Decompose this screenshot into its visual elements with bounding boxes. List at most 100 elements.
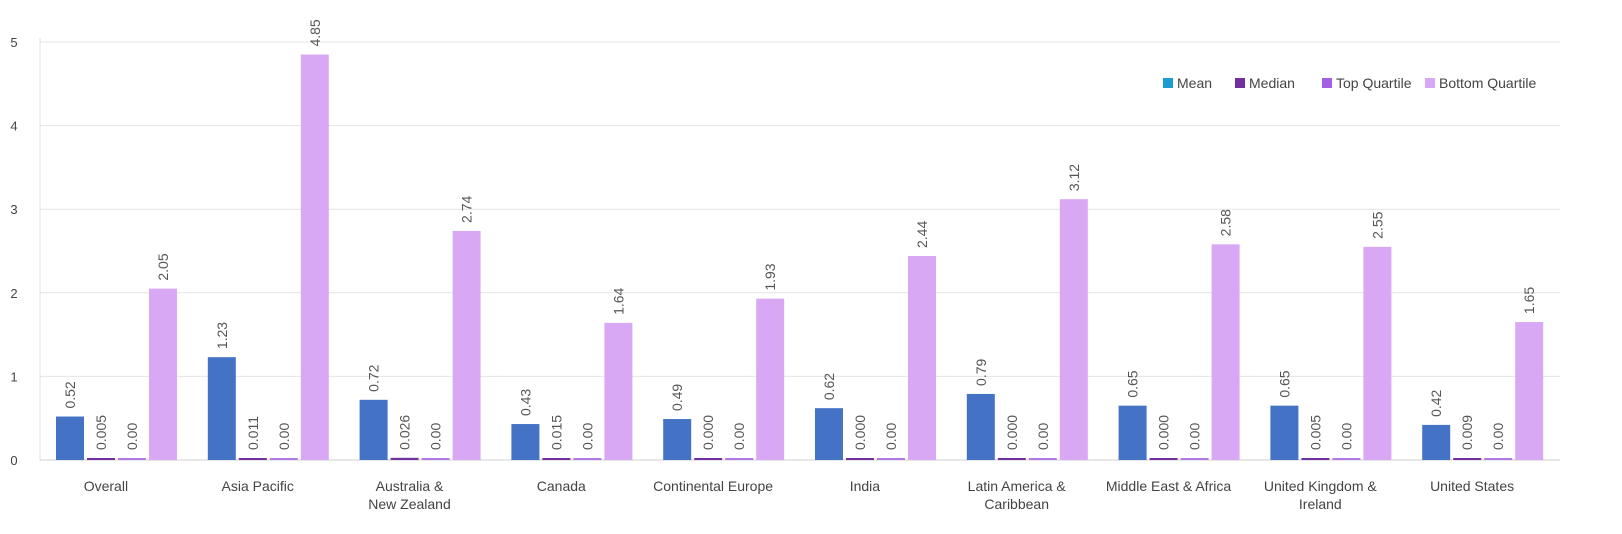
bar-bottom-quartile (1211, 244, 1240, 460)
data-label: 0.00 (883, 423, 899, 450)
bar-bottom-quartile (300, 54, 329, 460)
bar-top-quartile (269, 458, 298, 460)
legend-label: Mean (1177, 75, 1212, 91)
bar-bottom-quartile (149, 288, 177, 460)
bar-mean (207, 357, 236, 460)
data-label: 2.74 (459, 195, 475, 222)
legend-label: Median (1249, 75, 1295, 91)
x-category-label: United States (1430, 478, 1514, 494)
data-label: 0.000 (852, 415, 868, 450)
data-label: 0.000 (1156, 415, 1172, 450)
legend-item: Bottom Quartile (1425, 75, 1536, 91)
data-label: 0.026 (397, 415, 413, 450)
x-category-label: Overall (84, 478, 128, 494)
data-label: 0.00 (124, 423, 140, 450)
data-label: 0.00 (1490, 423, 1506, 450)
data-label: 2.44 (914, 221, 930, 248)
bar-top-quartile (1332, 458, 1361, 460)
bar-mean (815, 408, 843, 460)
data-label: 0.00 (276, 423, 292, 450)
legend-item: Mean (1163, 75, 1212, 91)
bar-top-quartile (1180, 458, 1209, 460)
y-tick-label: 0 (10, 453, 17, 468)
bar-median (238, 458, 267, 460)
data-label: 0.00 (731, 423, 747, 450)
data-label: 0.62 (821, 373, 837, 400)
data-label: 1.93 (762, 263, 778, 290)
data-label: 0.000 (1004, 415, 1020, 450)
bar-mean (1270, 405, 1299, 460)
bar-mean (359, 399, 388, 460)
data-label: 0.005 (93, 415, 109, 450)
data-label: 0.52 (62, 381, 78, 408)
bar-top-quartile (1028, 458, 1057, 460)
legend-label: Top Quartile (1336, 75, 1412, 91)
data-label: 0.79 (973, 358, 989, 385)
legend-label: Bottom Quartile (1439, 75, 1536, 91)
bar-top-quartile (877, 458, 905, 460)
x-category-label: Latin America & Caribbean (968, 478, 1067, 512)
data-label: 0.65 (1125, 370, 1141, 397)
bars (56, 54, 1544, 460)
y-tick-label: 5 (10, 35, 17, 50)
data-label: 4.85 (307, 19, 323, 46)
data-label: 0.00 (1338, 423, 1354, 450)
bar-bottom-quartile (756, 298, 785, 460)
bar-median (390, 457, 419, 460)
bar-mean (663, 419, 692, 460)
y-tick-label: 4 (10, 119, 17, 134)
bar-bottom-quartile (1515, 322, 1544, 460)
data-label: 1.23 (214, 322, 230, 349)
data-label: 0.015 (548, 415, 564, 450)
legend-item: Top Quartile (1322, 75, 1412, 91)
legend-swatch (1163, 78, 1173, 88)
data-label: 2.55 (1369, 211, 1385, 238)
bar-bottom-quartile (908, 256, 936, 460)
y-tick-label: 3 (10, 202, 17, 217)
bar-median (694, 458, 723, 460)
bar-bottom-quartile (452, 230, 481, 460)
data-label: 0.00 (428, 423, 444, 450)
data-label: 0.00 (1187, 423, 1203, 450)
bar-median (542, 458, 571, 460)
y-tick-label: 1 (10, 369, 17, 384)
legend: Mean Median Top Quartile Bottom Quartile (1163, 75, 1536, 91)
legend-swatch (1322, 78, 1332, 88)
legend-swatch (1235, 78, 1245, 88)
y-axis: 0 1 2 3 4 5 (10, 35, 1560, 468)
bar-bottom-quartile (1363, 246, 1392, 460)
data-label: 2.05 (155, 253, 171, 280)
y-tick-label: 2 (10, 286, 17, 301)
x-axis: Overall Asia Pacific Australia & New Zealan… (84, 478, 1514, 512)
bar-median (846, 458, 874, 460)
data-label: 0.000 (700, 415, 716, 450)
bar-top-quartile (421, 458, 450, 460)
data-label: 3.12 (1066, 164, 1082, 191)
bar-top-quartile (118, 458, 146, 460)
x-category-label: Australia & New Zealand (368, 478, 451, 512)
data-label: 0.72 (366, 364, 382, 391)
bar-median (1149, 458, 1178, 460)
bar-mean (56, 416, 84, 460)
data-label: 1.65 (1521, 287, 1537, 314)
bar-top-quartile (1484, 458, 1513, 460)
data-label: 0.49 (669, 384, 685, 411)
bar-median (1453, 458, 1482, 460)
x-category-label: United Kingdom & Ireland (1264, 478, 1378, 512)
bar-mean (966, 393, 995, 460)
bar-top-quartile (725, 458, 754, 460)
data-labels: 0.52 0.005 0.00 2.05 1.23 0.011 0.00 4.85 0.72 0.… (62, 19, 1537, 450)
gridlines (40, 41, 1560, 377)
bar-bottom-quartile (604, 322, 633, 460)
data-label: 0.009 (1459, 415, 1475, 450)
x-category-label: India (850, 478, 881, 494)
data-label: 0.65 (1276, 370, 1292, 397)
x-category-label: Asia Pacific (222, 478, 294, 494)
bar-mean (1422, 424, 1451, 460)
x-category-label: Continental Europe (653, 478, 773, 494)
bar-median (87, 458, 115, 460)
data-label: 0.00 (1035, 423, 1051, 450)
legend-item: Median (1235, 75, 1295, 91)
